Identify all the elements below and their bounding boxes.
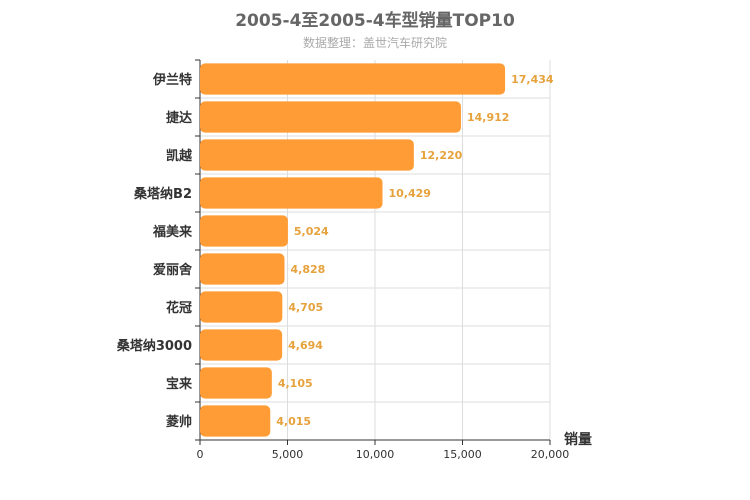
x-tick-label: 0 [197, 448, 204, 461]
category-label: 花冠 [166, 300, 192, 316]
bar [200, 139, 414, 171]
data-label: 12,220 [420, 149, 463, 162]
category-label: 福美来 [152, 224, 193, 240]
chart-title: 2005-4至2005-4车型销量TOP10 [235, 11, 515, 31]
category-label: 宝来 [166, 376, 193, 392]
data-label: 4,105 [278, 377, 313, 390]
bar [200, 63, 506, 95]
category-label: 捷达 [166, 110, 192, 126]
bar [200, 405, 271, 437]
category-label: 伊兰特 [152, 72, 192, 88]
data-label: 14,912 [467, 111, 509, 124]
bar [200, 177, 383, 209]
x-tick-label: 20,000 [531, 448, 570, 461]
x-tick-label: 10,000 [356, 448, 395, 461]
category-label: 凯越 [166, 148, 193, 164]
x-axis-title: 销量 [564, 431, 592, 448]
category-label: 桑塔纳3000 [116, 338, 192, 354]
bar [200, 367, 272, 399]
category-label: 桑塔纳B2 [133, 186, 192, 202]
bar [200, 291, 283, 323]
data-label: 17,434 [511, 73, 554, 86]
data-label: 4,705 [288, 301, 323, 314]
data-label: 5,024 [294, 225, 329, 238]
bar [200, 101, 461, 133]
bar [200, 253, 285, 285]
chart-subtitle: 数据整理：盖世汽车研究院 [302, 36, 447, 50]
x-tick-label: 5,000 [272, 448, 304, 461]
data-label: 10,429 [389, 187, 431, 200]
data-label: 4,015 [276, 415, 311, 428]
bar [200, 329, 283, 361]
data-label: 4,828 [290, 263, 325, 276]
category-label: 爱丽舍 [153, 262, 193, 278]
category-label: 菱帅 [166, 414, 192, 430]
bar [200, 215, 288, 247]
x-tick-label: 15,000 [443, 448, 482, 461]
data-label: 4,694 [288, 339, 323, 352]
